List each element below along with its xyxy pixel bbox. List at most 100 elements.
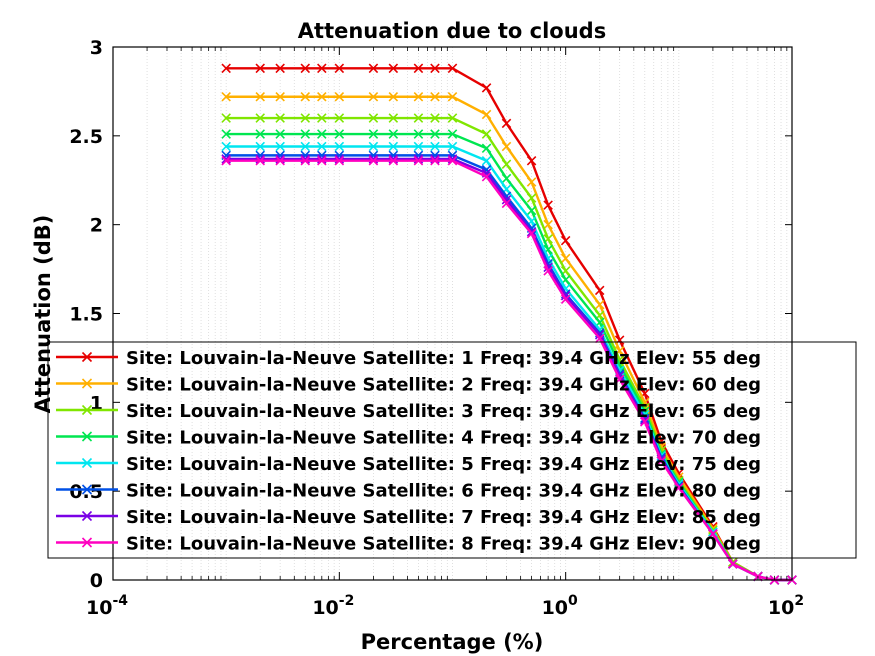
data-point xyxy=(334,113,345,123)
data-point xyxy=(275,63,285,74)
data-point xyxy=(526,193,537,203)
data-point xyxy=(300,113,311,123)
data-point xyxy=(368,155,379,166)
data-point xyxy=(614,374,625,385)
series-line xyxy=(226,67,792,582)
data-point xyxy=(317,63,327,74)
data-point xyxy=(526,177,537,187)
data-point xyxy=(255,141,265,152)
data-point xyxy=(334,129,345,139)
legend-item: Site: Louvain-la-Neuve Satellite: 7 Freq… xyxy=(56,507,761,528)
data-point xyxy=(300,141,311,152)
data-point xyxy=(317,113,327,123)
x-tick-label: 100 xyxy=(542,593,578,619)
data-point xyxy=(388,129,399,139)
data-point xyxy=(501,173,512,184)
legend-label: Site: Louvain-la-Neuve Satellite: 5 Freq… xyxy=(126,454,761,475)
y-tick-label: 2 xyxy=(90,215,103,237)
legend: Site: Louvain-la-Neuve Satellite: 1 Freq… xyxy=(47,341,857,559)
data-point xyxy=(221,91,231,102)
data-point xyxy=(560,253,571,264)
data-point xyxy=(430,63,440,74)
data-point xyxy=(526,155,537,166)
legend-item: Site: Louvain-la-Neuve Satellite: 6 Freq… xyxy=(56,481,761,502)
data-point xyxy=(594,330,605,340)
x-tick-label: 10-4 xyxy=(86,593,128,619)
data-point xyxy=(413,141,424,152)
data-point xyxy=(640,417,650,427)
legend-swatch-marker xyxy=(81,431,93,442)
legend-swatch-marker xyxy=(81,537,93,548)
data-point xyxy=(501,195,512,205)
legend-box xyxy=(47,341,857,559)
data-point xyxy=(388,63,399,74)
data-point xyxy=(221,141,231,152)
data-point xyxy=(255,63,265,74)
data-point xyxy=(501,198,512,209)
legend-swatch-marker xyxy=(81,484,93,495)
data-point xyxy=(447,91,458,102)
legend-item: Site: Louvain-la-Neuve Satellite: 5 Freq… xyxy=(56,454,761,475)
data-point xyxy=(674,482,684,493)
data-point xyxy=(560,294,571,305)
data-point xyxy=(430,129,440,139)
data-point xyxy=(255,155,265,166)
data-point xyxy=(447,63,458,74)
data-point xyxy=(388,141,399,152)
data-point xyxy=(413,91,424,102)
data-point xyxy=(413,129,424,139)
data-point xyxy=(334,141,345,152)
data-point xyxy=(728,559,738,569)
legend-label: Site: Louvain-la-Neuve Satellite: 2 Freq… xyxy=(126,375,761,396)
data-point xyxy=(300,129,311,139)
data-point xyxy=(501,159,512,170)
legend-item: Site: Louvain-la-Neuve Satellite: 3 Freq… xyxy=(56,401,761,422)
data-point xyxy=(300,155,311,166)
data-point xyxy=(526,228,537,239)
data-point xyxy=(447,155,458,166)
y-tick-label: 0 xyxy=(90,570,103,592)
y-tick-label: 2.5 xyxy=(69,126,103,148)
data-point xyxy=(221,129,231,139)
data-point xyxy=(221,155,231,166)
data-point xyxy=(317,141,327,152)
data-point xyxy=(275,141,285,152)
data-point xyxy=(317,155,327,166)
data-point xyxy=(413,113,424,123)
legend-swatch-marker xyxy=(81,457,93,469)
data-point xyxy=(368,113,379,123)
y-tick-label: 1.5 xyxy=(69,304,103,326)
data-point xyxy=(430,91,440,102)
data-point xyxy=(430,141,440,152)
data-point xyxy=(481,143,492,154)
legend-item: Site: Louvain-la-Neuve Satellite: 2 Freq… xyxy=(56,375,761,396)
legend-label: Site: Louvain-la-Neuve Satellite: 4 Freq… xyxy=(126,428,761,449)
data-point xyxy=(447,113,458,123)
series-group xyxy=(221,63,797,585)
legend-swatch-marker xyxy=(81,510,93,522)
data-point xyxy=(255,129,265,139)
data-point xyxy=(708,529,718,539)
data-point xyxy=(300,91,311,102)
data-point xyxy=(526,205,537,216)
data-point xyxy=(447,129,458,139)
data-point xyxy=(481,129,492,139)
data-point xyxy=(413,63,424,74)
x-tick-label: 102 xyxy=(768,593,804,619)
data-point xyxy=(656,456,667,466)
data-point xyxy=(255,113,265,123)
y-tick-label: 3 xyxy=(90,37,103,59)
data-point xyxy=(275,113,285,123)
y-axis-label: Attenuation (dB) xyxy=(31,215,55,414)
x-tick-label: 10-2 xyxy=(312,593,354,619)
data-point xyxy=(560,235,571,246)
data-point xyxy=(334,63,345,74)
data-point xyxy=(221,113,231,123)
data-point xyxy=(317,91,327,102)
data-point xyxy=(275,91,285,102)
data-point xyxy=(481,109,492,120)
data-point xyxy=(481,171,492,182)
legend-label: Site: Louvain-la-Neuve Satellite: 1 Freq… xyxy=(126,348,761,369)
